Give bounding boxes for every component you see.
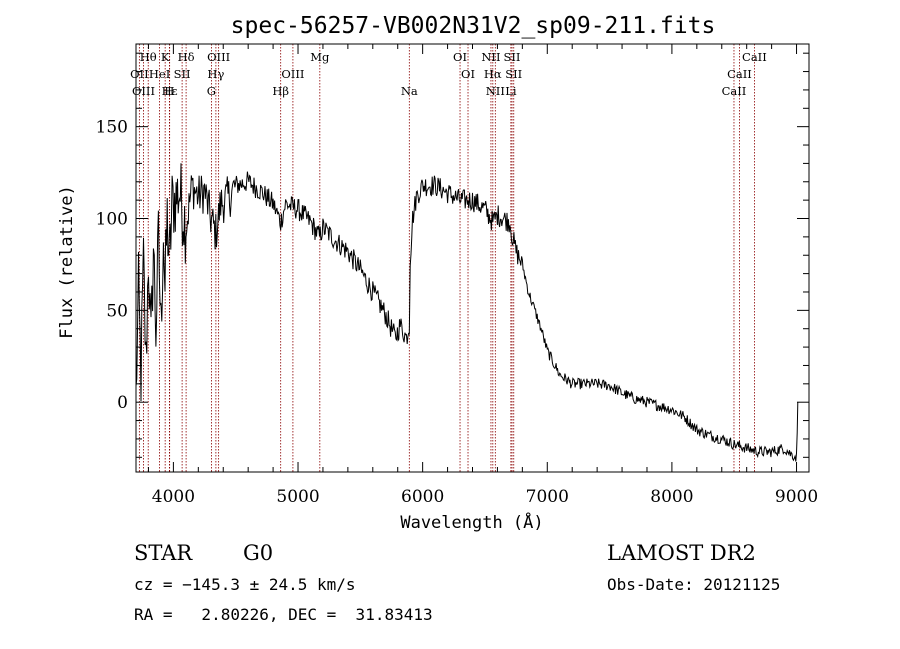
line-label: CaII (727, 67, 752, 81)
x-tick-label: 6000 (401, 487, 444, 507)
line-label: Hδ (178, 50, 195, 64)
x-axis-ticks: 4000 5000 6000 7000 8000 9000 (147, 44, 818, 507)
line-label: Li (505, 84, 517, 98)
redshift-value: cz = −145.3 ± 24.5 km/s (134, 575, 356, 594)
line-label: Hβ (272, 84, 289, 98)
object-subclass: G0 (243, 541, 273, 565)
line-label: CaII (742, 50, 767, 64)
x-tick-label: 5000 (276, 487, 319, 507)
line-label: OI (453, 50, 467, 64)
line-label: NII (486, 84, 505, 98)
line-label: Na (401, 84, 418, 98)
observation-date: Obs-Date: 20121125 (607, 575, 780, 594)
line-label: Hα (484, 67, 502, 81)
line-label: SII (174, 67, 191, 81)
x-tick-label: 7000 (526, 487, 569, 507)
line-label: Hγ (207, 67, 224, 81)
survey-name: LAMOST DR2 (607, 541, 756, 565)
line-label: OII (130, 67, 149, 81)
line-label: Mg (310, 50, 330, 64)
x-axis-label: Wavelength (Å) (400, 511, 543, 533)
line-label: SII (505, 67, 522, 81)
plot-frame (135, 43, 810, 473)
y-axis-label: Flux (relative) (57, 185, 77, 339)
x-tick-label: 8000 (650, 487, 693, 507)
line-label: Hθ (140, 50, 157, 64)
line-label: H (164, 84, 174, 98)
line-label: OIII (132, 84, 155, 98)
line-label: Hε (162, 84, 178, 98)
y-tick-label: 100 (96, 210, 128, 230)
line-label: CaII (722, 84, 747, 98)
line-label: OIII (281, 67, 304, 81)
x-tick-label: 4000 (152, 487, 195, 507)
coordinates: RA = 2.80226, DEC = 31.83413 (134, 605, 433, 624)
y-tick-label: 50 (106, 301, 128, 321)
line-label: OIII (207, 50, 230, 64)
spectrum-line (135, 163, 799, 462)
line-label: HeI (149, 67, 170, 81)
y-axis-ticks: 0 50 100 150 (96, 52, 809, 458)
line-label: G (207, 84, 216, 98)
line-label: NII (481, 50, 500, 64)
line-label: OI (461, 67, 475, 81)
y-tick-label: 150 (96, 118, 128, 138)
line-label: SII (504, 50, 521, 64)
line-label: K (161, 50, 170, 64)
chart-title: spec-56257-VB002N31V2_sp09-211.fits (231, 13, 716, 39)
object-class: STAR (134, 541, 193, 565)
x-tick-label: 9000 (775, 487, 818, 507)
y-tick-label: 0 (117, 393, 128, 413)
